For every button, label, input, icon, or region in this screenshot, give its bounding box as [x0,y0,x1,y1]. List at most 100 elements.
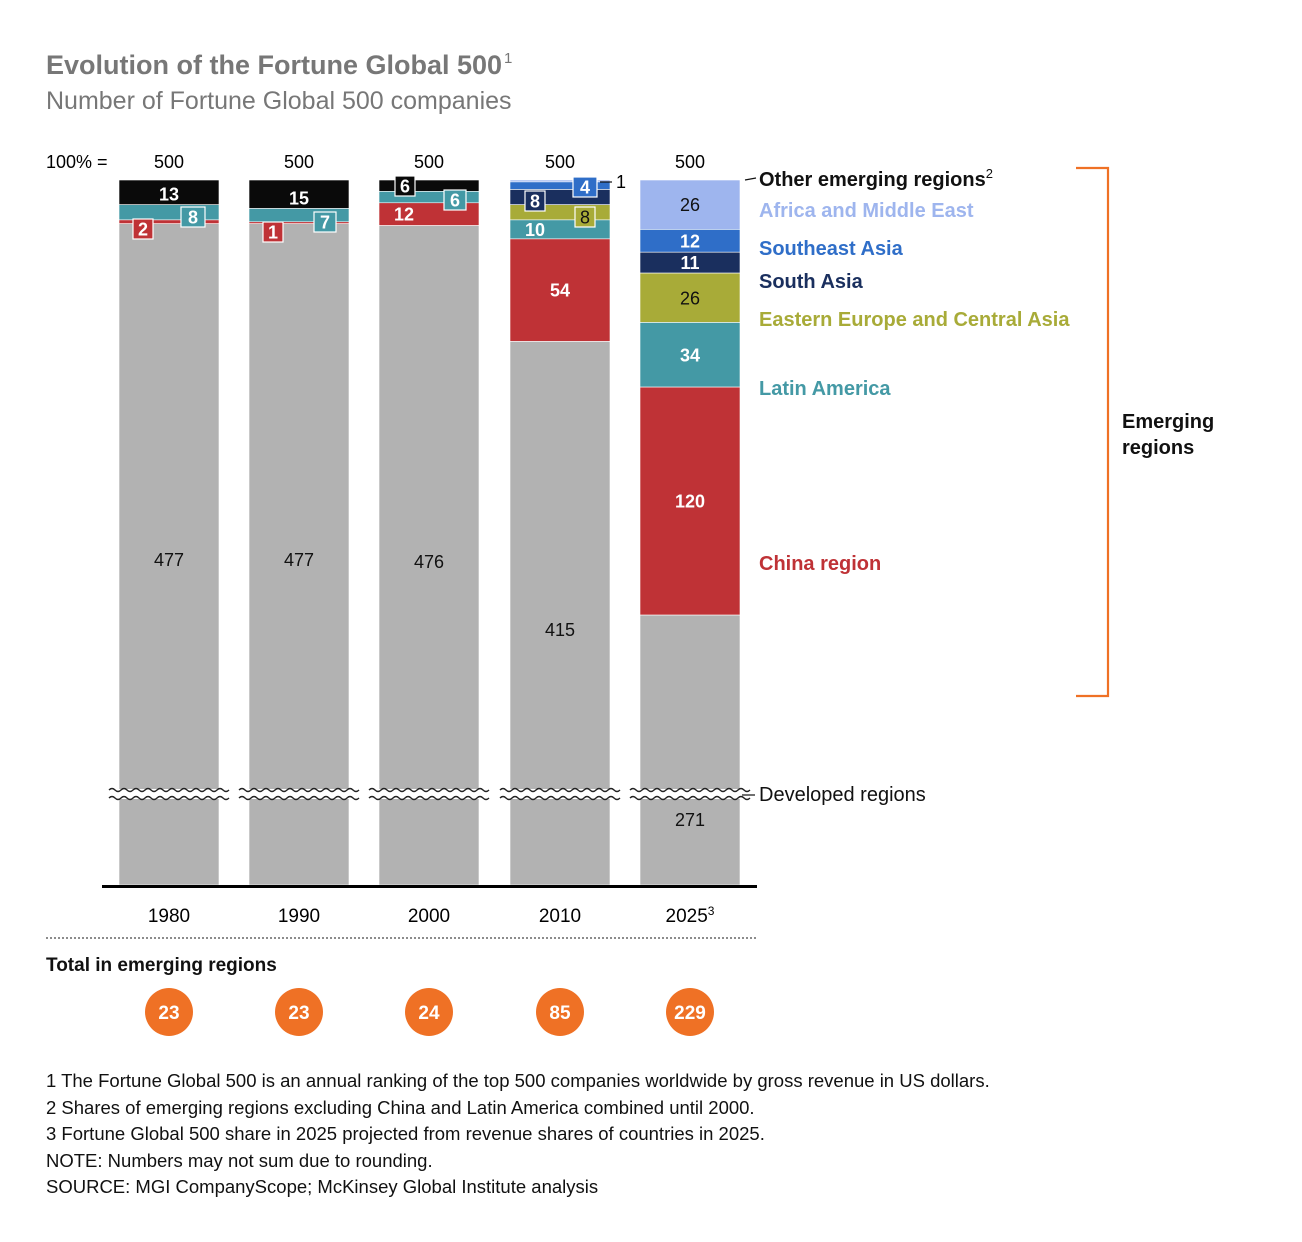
value-box-southeast-asia-2010 [572,176,598,198]
value-label-southeast-asia-2025: 12 [680,231,700,251]
value-label-china-region-1990: 1 [268,222,278,242]
total-label-2025: 500 [675,152,705,172]
value-label-developed-regions-2025: 271 [675,810,705,830]
emerging-total-label-2010: 85 [549,1003,571,1024]
value-box-china-region-1980 [132,218,154,240]
bar-developed-regions-2025 [639,614,741,886]
chart-title: Evolution of the Fortune Global 500 1 [46,50,513,80]
value-label-africa-and-middle-east-2025: 26 [680,195,700,215]
value-label-china-region-2000: 12 [394,205,414,225]
bar-africa-and-middle-east-2025 [639,179,741,230]
legend-southeast-asia: Southeast Asia [759,238,904,260]
value-box-latin-america-1990 [313,211,337,233]
footnote-2: 2 Shares of emerging regions excluding C… [46,1096,755,1118]
emerging-total-circle-2000 [405,988,453,1036]
value-label-latin-america-1980: 8 [188,207,198,227]
legend-eastern-europe-and-central-asia: Eastern Europe and Central Asia [759,309,1070,331]
legend-latin-america: Latin America [759,378,891,400]
axis-break-gap-1980 [111,789,227,799]
value-label-china-region-2025: 120 [675,492,705,512]
footnote-3: 3 Fortune Global 500 share in 2025 proje… [46,1123,765,1144]
value-label-africa-and-middle-east-2010: 1 [616,172,626,192]
total-prefix-label: 100% = [46,152,108,172]
category-label-2025: 20253 [666,904,715,927]
axis-break-gap-2000 [371,789,487,799]
bracket-label-line-2: regions [1122,437,1194,459]
legend-africa-and-middle-east: Africa and Middle East [759,200,974,222]
footnotes: 1 The Fortune Global 500 is an annual ra… [46,1068,990,1201]
axis-break-gap-2025 [632,789,748,799]
legend-developed-regions: Developed regions [759,784,926,806]
bar-latin-america-2025 [639,322,741,388]
value-label-latin-america-2010: 10 [525,220,545,240]
value-label-developed-regions-1980: 477 [154,550,184,570]
bar-developed-regions-1990 [248,223,350,886]
category-label-1990: 1990 [278,906,320,927]
bracket-label-line-1: Emerging [1122,411,1214,433]
axis-break-wave-bottom-1990 [238,795,360,801]
footnote-1: 1 The Fortune Global 500 is an annual ra… [46,1070,990,1091]
axis-break-gap-1990 [241,789,357,799]
value-box-eastern-europe-and-central-asia-2010 [574,206,596,228]
emerging-total-circle-1990 [275,988,323,1036]
footnote-note: NOTE: Numbers may not sum due to roundin… [46,1149,433,1171]
chart-subtitle: Number of Fortune Global 500 companies [46,87,512,115]
chart: 100% = 500 500 500 500 5001382157166124881054… [46,152,1214,1036]
value-label-eastern-europe-and-central-asia-2025: 26 [680,288,700,308]
axis-break-gap-2010 [502,789,618,799]
value-label-other-emerging-regions-2000: 6 [400,176,410,196]
emerging-total-label-1980: 23 [158,1003,179,1024]
value-box-china-region-1990 [262,221,284,243]
value-label-other-emerging-regions-1990: 15 [289,188,309,208]
axis-break-wave-bottom-2000 [368,795,490,801]
legend-leader-other-emerging [744,177,757,181]
value-label-south-asia-2025: 11 [680,253,699,273]
emerging-totals-title: Total in emerging regions [46,955,277,976]
bar-eastern-europe-and-central-asia-2025 [639,272,741,323]
value-box-latin-america-2000 [443,189,467,211]
total-label-1990: 500 [284,152,314,172]
legend-other-emerging-regions: Other emerging regions2 [759,166,993,191]
total-label-2010: 500 [545,152,575,172]
value-box-other-emerging-regions-2000 [394,175,416,197]
total-label-2000: 500 [414,152,444,172]
value-label-other-emerging-regions-1980: 13 [159,184,179,204]
bar-other-emerging-regions-1990 [248,179,350,209]
emerging-total-label-1990: 23 [288,1003,309,1024]
bar-developed-regions-1980 [118,223,220,886]
axis-break-wave-bottom-2025 [629,795,751,801]
value-label-china-region-2010: 54 [550,281,570,301]
legend-china-region: China region [759,553,881,575]
value-label-eastern-europe-and-central-asia-2010: 8 [580,207,590,227]
emerging-total-circle-2025 [666,988,714,1036]
value-box-latin-america-1980 [180,206,206,228]
axis-break-wave-top-2010 [499,787,621,793]
value-label-latin-america-2025: 34 [680,345,700,365]
footnote-source: SOURCE: MGI CompanyScope; McKinsey Globa… [46,1176,599,1197]
value-label-developed-regions-1990: 477 [284,550,314,570]
value-box-south-asia-2010 [524,190,546,212]
emerging-regions-bracket [1076,166,1110,698]
category-label-1980: 1980 [148,906,190,927]
bar-other-emerging-regions-1980 [118,179,220,206]
value-label-developed-regions-2010: 415 [545,620,575,640]
category-label-2010: 2010 [539,906,581,927]
value-label-latin-america-1990: 7 [320,212,330,232]
value-label-south-asia-2010: 8 [530,191,540,211]
bar-developed-regions-2000 [378,225,480,886]
emerging-total-label-2000: 24 [418,1003,440,1024]
emerging-total-label-2025: 229 [674,1003,706,1024]
axis-break-wave-top-1980 [108,787,230,793]
axis-break-wave-bottom-1980 [108,795,230,801]
total-label-1980: 500 [154,152,184,172]
emerging-total-circle-1980 [145,988,193,1036]
axis-break-wave-top-2025 [629,787,751,793]
value-label-developed-regions-2000: 476 [414,552,444,572]
axis-break-wave-top-2000 [368,787,490,793]
axis-break-wave-top-1990 [238,787,360,793]
axis-break-wave-bottom-2010 [499,795,621,801]
value-label-southeast-asia-2010: 4 [580,177,590,197]
value-label-china-region-1980: 2 [138,219,148,239]
value-label-latin-america-2000: 6 [450,190,460,210]
legend-south-asia: South Asia [759,271,864,293]
